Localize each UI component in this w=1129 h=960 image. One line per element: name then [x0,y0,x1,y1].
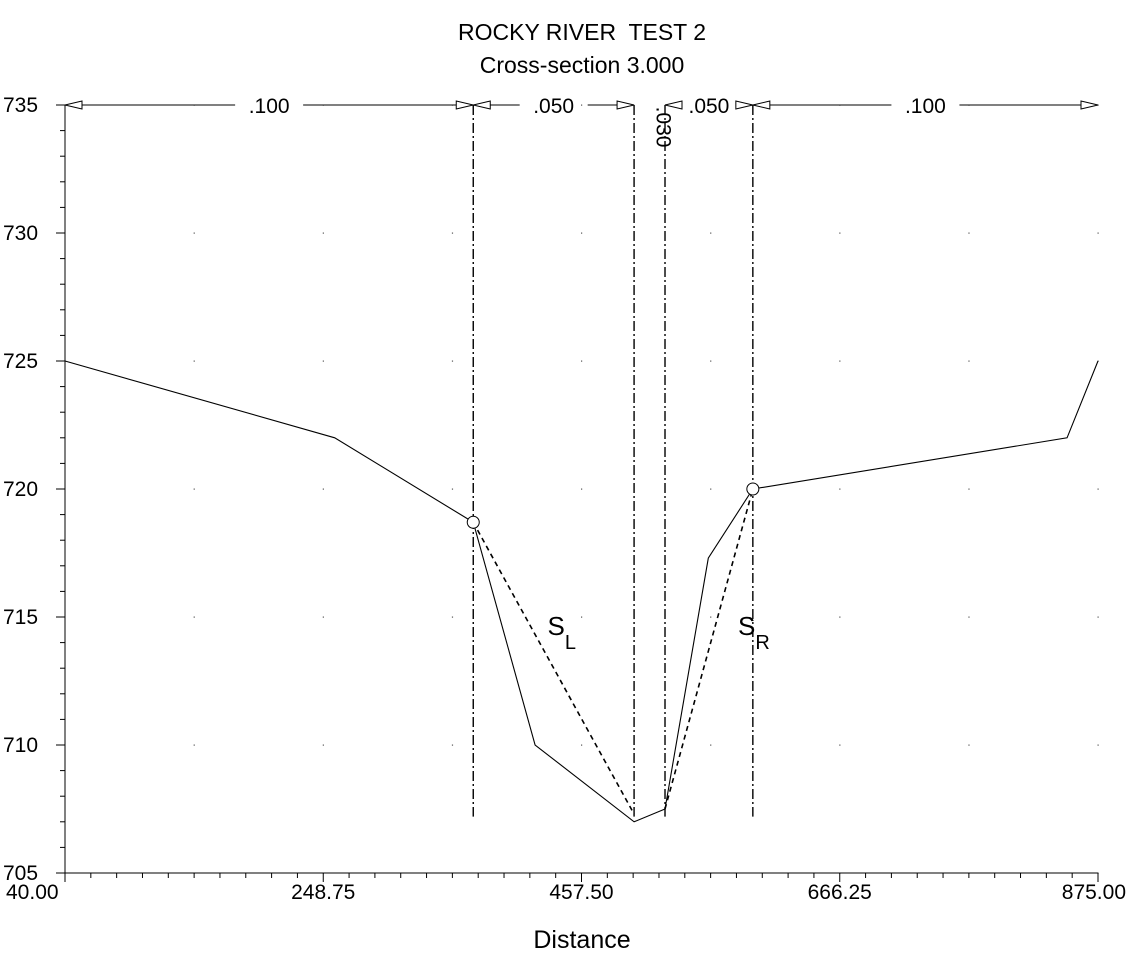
grid-dot [710,489,711,490]
ground-profile-line [65,361,1098,822]
grid-dots [194,105,1099,874]
zone-arrowhead [473,101,490,109]
zone-label: .050 [688,95,729,118]
x-axis-label: Distance [533,926,630,954]
data-series [65,361,1098,822]
grid-dot [194,361,195,362]
grid-dot [323,617,324,618]
grid-dot [194,489,195,490]
grid-dot [581,489,582,490]
grid-dot [968,233,969,234]
y-tick-label: 720 [3,478,38,501]
slope-annotation-main: S [547,611,564,641]
slope-annotation: SL [547,611,575,654]
zone-arrowhead [753,101,770,109]
bank-slope-dashed-line [473,522,634,814]
y-tick-label: 730 [3,222,38,245]
grid-dot [581,745,582,746]
x-tick-label: 40.00 [6,881,59,904]
grid-dot [710,617,711,618]
grid-dot [1098,617,1099,618]
grid-dot [581,617,582,618]
slope-annotation-main: S [738,611,755,641]
zone-label: .100 [249,95,290,118]
bank-station-markers [467,483,759,528]
y-tick-label: 735 [3,94,38,117]
slope-annotation-subscript: L [565,632,576,654]
grid-dot [194,617,195,618]
grid-dot [968,745,969,746]
grid-dot [452,233,453,234]
grid-dot [452,617,453,618]
x-tick-label: 457.50 [549,881,613,904]
x-tick-label: 666.25 [808,881,872,904]
grid-dot [581,233,582,234]
x-tick-label: 875.00 [1062,881,1126,904]
bank-station-marker [467,516,479,528]
grid-dot [581,361,582,362]
x-tick-labels: 40.00 248.75 457.50 666.25 875.00 [6,881,1126,904]
axes [56,105,1098,882]
grid-dot [1098,745,1099,746]
chart-title: ROCKY RIVER TEST 2 [458,19,706,45]
grid-dot [710,233,711,234]
bank-station-marker [747,483,759,495]
grid-dot [452,745,453,746]
zone-arrowhead [1081,101,1098,109]
slope-annotation-subscript: R [755,632,769,654]
grid-dot [1098,489,1099,490]
grid-dot [968,361,969,362]
grid-dot [323,233,324,234]
grid-dot [839,745,840,746]
grid-dot [839,233,840,234]
grid-dot [323,489,324,490]
bank-slope-dashed-line [665,489,753,809]
slope-annotation: SR [738,611,770,654]
grid-dot [839,489,840,490]
zone-arrowhead [736,101,753,109]
grid-dot [452,361,453,362]
grid-dot [968,489,969,490]
zone-arrowhead [65,101,82,109]
zone-label: .100 [905,95,946,118]
grid-dot [839,617,840,618]
grid-dot [710,361,711,362]
grid-dot [194,745,195,746]
zone-label: .050 [533,95,574,118]
grid-dot [1098,233,1099,234]
zone-arrowhead [456,101,473,109]
grid-dot [968,617,969,618]
grid-dot [581,105,582,106]
chart-subtitle: Cross-section 3.000 [480,52,685,78]
y-tick-label: 715 [3,606,38,629]
zone-arrowhead [617,101,634,109]
grid-dot [452,489,453,490]
grid-dot [194,233,195,234]
grid-dot [323,361,324,362]
y-tick-label: 710 [3,734,38,757]
roughness-zones: .100 .050 .030 .050 .100 [65,95,1098,817]
zone-label: .030 [652,107,675,148]
grid-dot [839,361,840,362]
grid-dot [323,745,324,746]
grid-dot [710,745,711,746]
y-tick-label: 725 [3,350,38,373]
x-tick-label: 248.75 [291,881,355,904]
